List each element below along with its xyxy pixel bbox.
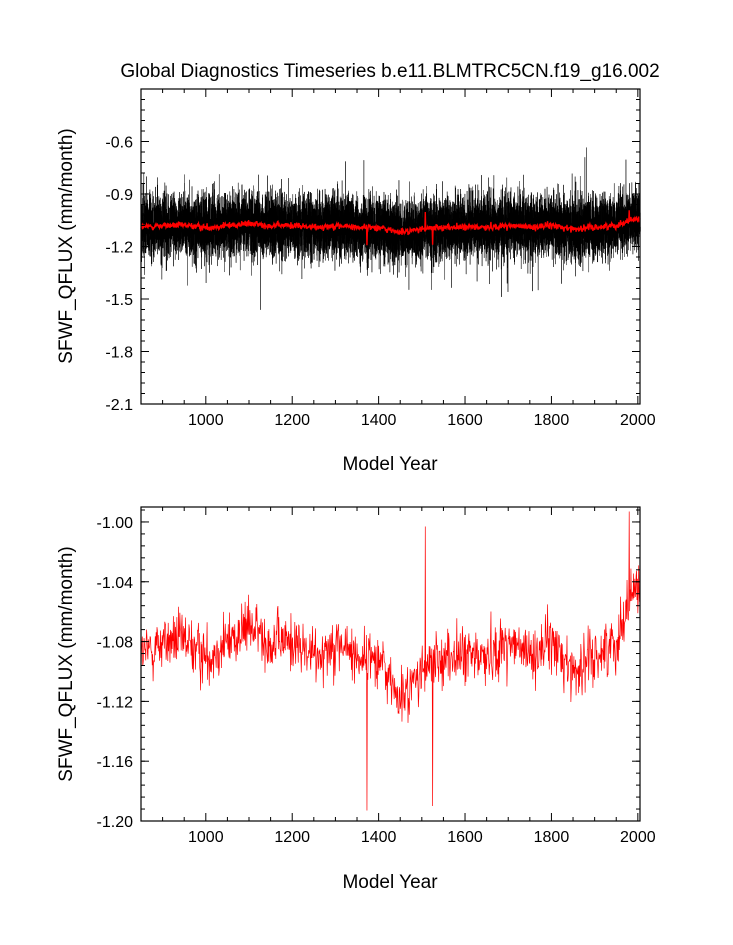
top-y-axis-title: SFWF_QFLUX (mm/month) bbox=[56, 128, 77, 363]
bottom-y-axis-title: SFWF_QFLUX (mm/month) bbox=[56, 546, 77, 781]
y-tick-label: -1.12 bbox=[97, 694, 134, 711]
y-tick-label: -0.9 bbox=[105, 187, 133, 204]
y-tick-label: -2.1 bbox=[105, 397, 133, 414]
top-panel: Global Diagnostics Timeseries b.e11.BLMT… bbox=[56, 61, 660, 475]
annual-mean-series-line-detail bbox=[140, 511, 641, 811]
x-tick-label: 1600 bbox=[447, 829, 483, 846]
x-tick-label: 2000 bbox=[620, 829, 656, 846]
x-tick-label: 1000 bbox=[188, 829, 224, 846]
y-tick-label: -1.8 bbox=[105, 345, 133, 362]
x-tick-label: 1200 bbox=[274, 829, 310, 846]
x-tick-label: 1200 bbox=[274, 412, 310, 429]
top-y-tick-labels: -2.1 -1.8 -1.5 -1.2 -0.9 -0.6 bbox=[105, 135, 133, 415]
x-tick-label: 1800 bbox=[534, 412, 570, 429]
bottom-axis-ticks bbox=[140, 507, 640, 822]
y-tick-label: -1.16 bbox=[97, 754, 134, 771]
chart-title: Global Diagnostics Timeseries b.e11.BLMT… bbox=[120, 61, 659, 82]
x-tick-label: 1800 bbox=[534, 829, 570, 846]
bottom-x-axis-title: Model Year bbox=[342, 872, 438, 893]
annual-mean-series-line bbox=[140, 210, 641, 246]
annual-mean-series-path bbox=[140, 210, 641, 246]
x-tick-label: 1600 bbox=[447, 412, 483, 429]
x-tick-label: 1400 bbox=[361, 412, 397, 429]
bottom-y-tick-labels: -1.20 -1.16 -1.12 -1.08 -1.04 -1.00 bbox=[97, 515, 134, 831]
y-tick-label: -1.00 bbox=[97, 515, 134, 532]
y-tick-label: -1.5 bbox=[105, 292, 133, 309]
top-axis-ticks bbox=[140, 88, 640, 405]
top-x-axis-title: Model Year bbox=[342, 454, 438, 475]
y-tick-label: -1.2 bbox=[105, 240, 133, 257]
bottom-plot-frame bbox=[140, 506, 641, 822]
x-tick-label: 1400 bbox=[361, 829, 397, 846]
x-tick-label: 1000 bbox=[188, 412, 224, 429]
annual-mean-detail-path bbox=[140, 511, 641, 811]
y-tick-label: -0.6 bbox=[105, 135, 133, 152]
top-x-tick-labels: 1000 1200 1400 1600 1800 2000 bbox=[188, 412, 656, 429]
x-tick-label: 2000 bbox=[620, 412, 656, 429]
y-tick-label: -1.08 bbox=[97, 635, 134, 652]
y-tick-label: -1.04 bbox=[97, 575, 134, 592]
y-tick-label: -1.20 bbox=[97, 814, 134, 831]
bottom-panel: -1.20-1.16-1.12-1.08-1.04-1.00 1000 1200 1… bbox=[56, 506, 656, 893]
bottom-x-tick-labels: 1000 1200 1400 1600 1800 2000 bbox=[188, 829, 656, 846]
